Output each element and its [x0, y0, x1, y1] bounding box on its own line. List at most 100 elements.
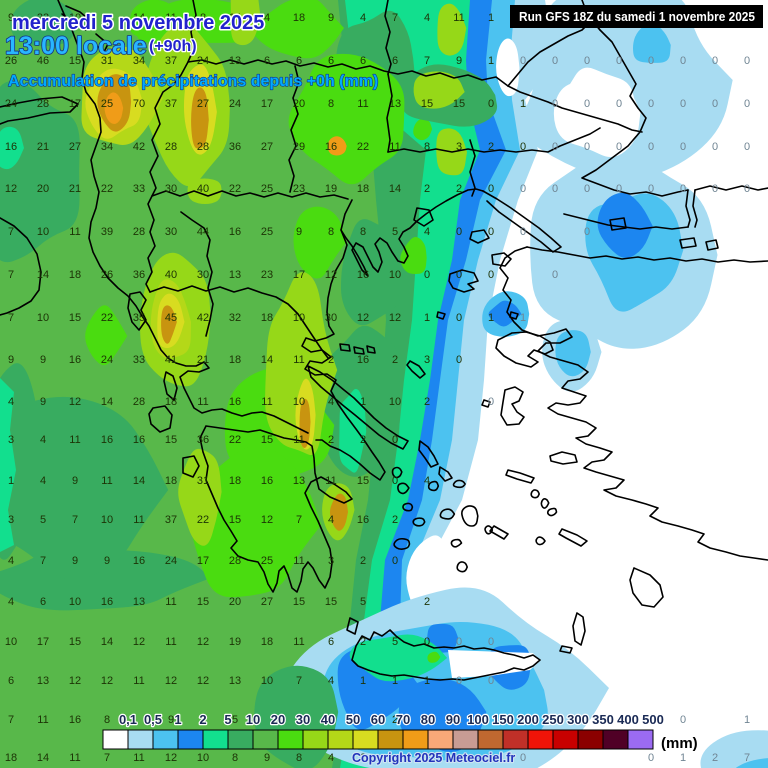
svg-text:0: 0 — [744, 98, 750, 110]
svg-text:24: 24 — [229, 98, 241, 110]
svg-text:8: 8 — [360, 226, 366, 238]
svg-text:6: 6 — [328, 636, 334, 648]
svg-text:7: 7 — [296, 514, 302, 526]
svg-text:7: 7 — [40, 555, 46, 567]
svg-text:30: 30 — [296, 712, 310, 727]
svg-text:37: 37 — [165, 514, 177, 526]
svg-text:25: 25 — [261, 226, 273, 238]
svg-text:42: 42 — [197, 312, 209, 324]
svg-text:10: 10 — [261, 675, 273, 687]
svg-text:6: 6 — [264, 55, 270, 67]
svg-text:16: 16 — [133, 555, 145, 567]
svg-text:1: 1 — [520, 312, 526, 324]
svg-text:37: 37 — [165, 55, 177, 67]
svg-text:11: 11 — [165, 12, 176, 24]
svg-text:28: 28 — [133, 226, 145, 238]
svg-text:13: 13 — [389, 98, 401, 110]
svg-text:22: 22 — [101, 312, 113, 324]
svg-text:2: 2 — [360, 434, 366, 446]
svg-text:0: 0 — [616, 55, 622, 67]
svg-text:18: 18 — [165, 475, 177, 487]
svg-text:13: 13 — [229, 55, 241, 67]
svg-text:15: 15 — [357, 475, 369, 487]
svg-text:1: 1 — [488, 12, 494, 24]
svg-text:Copyright 2025 Meteociel.fr: Copyright 2025 Meteociel.fr — [352, 751, 515, 765]
svg-text:14: 14 — [133, 475, 145, 487]
svg-text:28: 28 — [165, 141, 177, 153]
svg-text:4: 4 — [424, 12, 430, 24]
svg-text:3: 3 — [8, 434, 14, 446]
svg-text:6: 6 — [328, 55, 334, 67]
svg-text:4: 4 — [8, 555, 14, 567]
svg-text:9: 9 — [296, 226, 302, 238]
svg-text:0: 0 — [456, 312, 462, 324]
svg-text:9: 9 — [40, 354, 46, 366]
svg-text:16: 16 — [357, 514, 369, 526]
svg-text:100: 100 — [467, 712, 489, 727]
svg-text:21: 21 — [197, 354, 209, 366]
svg-text:16: 16 — [325, 141, 337, 153]
svg-text:22: 22 — [229, 183, 241, 195]
svg-text:0: 0 — [488, 396, 494, 408]
svg-text:7: 7 — [424, 55, 430, 67]
svg-text:0: 0 — [616, 183, 622, 195]
svg-text:10: 10 — [293, 312, 305, 324]
svg-text:0,1: 0,1 — [119, 712, 137, 727]
svg-text:Accumulation de précipitations: Accumulation de précipitations depuis +0… — [8, 73, 378, 90]
svg-text:7: 7 — [296, 675, 302, 687]
svg-text:25: 25 — [261, 183, 273, 195]
svg-text:6: 6 — [360, 55, 366, 67]
svg-text:90: 90 — [446, 712, 460, 727]
svg-text:mercredi 5 novembre 2025: mercredi 5 novembre 2025 — [12, 12, 264, 34]
svg-text:16: 16 — [229, 396, 241, 408]
svg-text:7: 7 — [8, 269, 14, 281]
svg-text:10: 10 — [389, 269, 401, 281]
svg-text:3: 3 — [8, 514, 14, 526]
svg-text:9: 9 — [328, 12, 334, 24]
svg-text:11: 11 — [165, 596, 176, 608]
svg-text:2: 2 — [456, 714, 462, 726]
svg-text:(mm): (mm) — [661, 735, 698, 752]
svg-text:4: 4 — [328, 514, 334, 526]
svg-text:9: 9 — [8, 354, 14, 366]
svg-text:2: 2 — [712, 752, 718, 764]
svg-text:0: 0 — [392, 555, 398, 567]
svg-text:3: 3 — [328, 555, 334, 567]
svg-text:2: 2 — [424, 183, 430, 195]
svg-text:40: 40 — [321, 712, 335, 727]
svg-text:4: 4 — [40, 434, 46, 446]
svg-text:13: 13 — [229, 269, 241, 281]
svg-text:5: 5 — [360, 596, 366, 608]
svg-text:26: 26 — [5, 55, 17, 67]
svg-text:0: 0 — [520, 55, 526, 67]
svg-text:10: 10 — [69, 12, 81, 24]
svg-text:7: 7 — [8, 226, 14, 238]
svg-text:16: 16 — [357, 269, 369, 281]
svg-text:9: 9 — [40, 396, 46, 408]
svg-text:11: 11 — [37, 714, 48, 726]
svg-text:11: 11 — [293, 354, 304, 366]
svg-text:27: 27 — [69, 141, 81, 153]
svg-text:11: 11 — [133, 752, 144, 764]
svg-text:12: 12 — [197, 636, 209, 648]
svg-text:0: 0 — [488, 269, 494, 281]
svg-text:0: 0 — [744, 183, 750, 195]
svg-text:7: 7 — [392, 12, 398, 24]
svg-text:200: 200 — [517, 712, 539, 727]
svg-text:500: 500 — [642, 712, 664, 727]
svg-text:9: 9 — [264, 752, 270, 764]
svg-text:29: 29 — [293, 141, 305, 153]
svg-text:33: 33 — [133, 354, 145, 366]
svg-text:70: 70 — [396, 712, 410, 727]
svg-text:15: 15 — [325, 596, 337, 608]
svg-text:2: 2 — [360, 636, 366, 648]
svg-text:15: 15 — [69, 312, 81, 324]
svg-text:16: 16 — [101, 434, 113, 446]
svg-text:6: 6 — [40, 596, 46, 608]
svg-text:0: 0 — [712, 98, 718, 110]
svg-text:15: 15 — [229, 514, 241, 526]
svg-text:9: 9 — [168, 714, 174, 726]
svg-text:30: 30 — [325, 312, 337, 324]
svg-text:0: 0 — [680, 141, 686, 153]
svg-text:18: 18 — [357, 183, 369, 195]
